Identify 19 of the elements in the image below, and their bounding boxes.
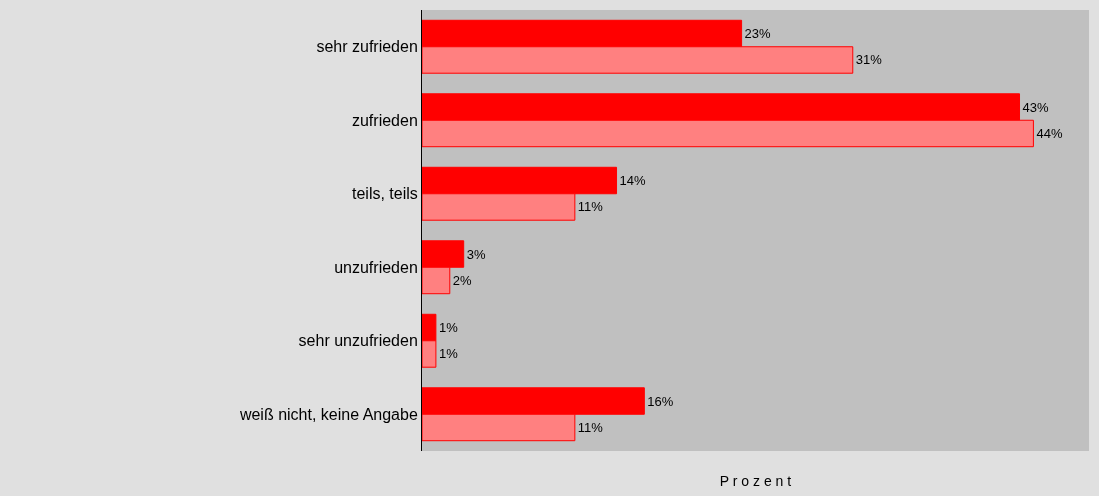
data-label: 1%: [438, 346, 459, 362]
y-tick-label: weiß nicht, keine Angabe: [238, 405, 418, 423]
data-label: 31%: [855, 52, 883, 68]
x-axis-title: P r o z e n t: [719, 473, 792, 490]
y-tick-label: sehr zufrieden: [316, 38, 418, 56]
data-label: 14%: [619, 173, 646, 189]
data-label: 1%: [438, 320, 459, 336]
y-tick-label: unzufrieden: [334, 258, 418, 276]
y-tick-label: zufrieden: [351, 111, 418, 129]
data-label: 2%: [452, 272, 473, 288]
data-label: 3%: [466, 246, 486, 262]
data-label: 11%: [577, 199, 604, 215]
data-label: 23%: [744, 26, 772, 42]
y-tick-label: sehr unzufrieden: [298, 332, 418, 350]
data-label: 11%: [577, 419, 604, 435]
data-label: 43%: [1022, 99, 1049, 115]
data-label: 44%: [1036, 125, 1063, 141]
y-tick-label: teils, teils: [352, 185, 418, 203]
data-label: 16%: [647, 393, 674, 409]
